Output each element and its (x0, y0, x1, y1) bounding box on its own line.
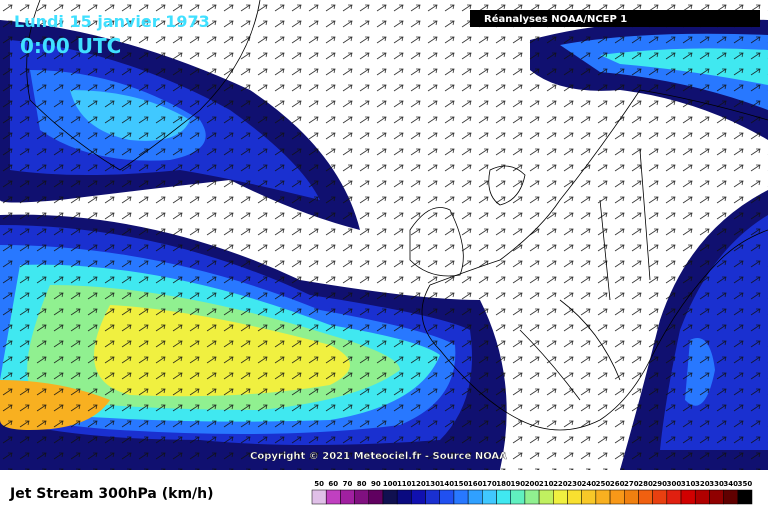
legend-swatch (680, 489, 696, 505)
legend-swatch (368, 489, 384, 505)
legend-swatch (325, 489, 341, 505)
legend-label: 120 (411, 480, 426, 488)
legend-swatch (709, 489, 724, 505)
legend-label: 250 (596, 480, 611, 488)
legend-label: 210 (539, 480, 554, 488)
legend-label: 150 (454, 480, 469, 488)
legend-label: 180 (496, 480, 511, 488)
legend-label: 320 (695, 480, 710, 488)
time: 0:00 UTC (20, 34, 121, 58)
legend-label: 270 (624, 480, 639, 488)
legend-label: 130 (425, 480, 440, 488)
legend-label: 70 (343, 480, 353, 488)
legend-swatch (553, 489, 568, 505)
legend-label: 80 (357, 480, 367, 488)
legend-label: 280 (638, 480, 653, 488)
legend-swatch (581, 489, 597, 505)
legend-swatch (311, 489, 327, 505)
date: Lundi 15 janvier 1973 (14, 12, 210, 31)
legend-swatch (694, 489, 710, 505)
legend-swatch (652, 489, 668, 505)
legend-swatch (595, 489, 611, 505)
legend-label: 300 (667, 480, 682, 488)
legend-swatch (624, 489, 639, 505)
legend-swatch (382, 489, 398, 505)
color-legend: 50 60 70 80 90 100 110 120 130 140 150 160 170 180 190… (311, 480, 753, 505)
legend-label: 140 (440, 480, 455, 488)
legend-swatch (425, 489, 440, 505)
legend-label: 350 (738, 480, 753, 488)
footer-title: Jet Stream 300hPa (km/h) (9, 486, 214, 502)
legend-swatch (411, 489, 426, 505)
legend-swatch (737, 489, 753, 505)
legend-swatch (354, 489, 370, 505)
legend-swatch (396, 489, 412, 505)
copyright: Copyright © 2021 Meteociel.fr - Source N… (250, 451, 507, 462)
legend-label: 220 (553, 480, 568, 488)
legend-swatch (567, 489, 582, 505)
legend-label: 190 (510, 480, 525, 488)
source-text: Réanalyses NOAA/NCEP 1 (484, 13, 627, 25)
source-box (470, 10, 760, 27)
legend-label: 240 (581, 480, 596, 488)
coastlines (26, 0, 768, 431)
legend-label: 230 (567, 480, 582, 488)
legend-swatch (510, 489, 526, 505)
legend-label: 310 (681, 480, 696, 488)
legend-label: 100 (383, 480, 398, 488)
legend-swatch (666, 489, 682, 505)
legend-swatch (439, 489, 455, 505)
legend-label: 290 (652, 480, 667, 488)
legend-swatch (723, 489, 739, 505)
legend-swatch (609, 489, 625, 505)
legend-swatch (453, 489, 469, 505)
legend-label: 50 (314, 480, 324, 488)
legend-label: 90 (371, 480, 381, 488)
legend-swatch (638, 489, 653, 505)
legend-label: 330 (709, 480, 724, 488)
legend-swatch (482, 489, 497, 505)
legend-label: 260 (610, 480, 625, 488)
legend-label: 340 (723, 480, 738, 488)
jet-areas (0, 0, 768, 470)
legend-swatch (496, 489, 511, 505)
legend-swatch (340, 489, 355, 505)
legend-label: 200 (525, 480, 540, 488)
legend-swatch (538, 489, 554, 505)
legend-swatch (467, 489, 483, 505)
legend-swatch (524, 489, 540, 505)
legend-label: 160 (468, 480, 483, 488)
legend-label: 110 (397, 480, 412, 488)
legend-label: 60 (328, 480, 338, 488)
legend-label: 170 (482, 480, 497, 488)
